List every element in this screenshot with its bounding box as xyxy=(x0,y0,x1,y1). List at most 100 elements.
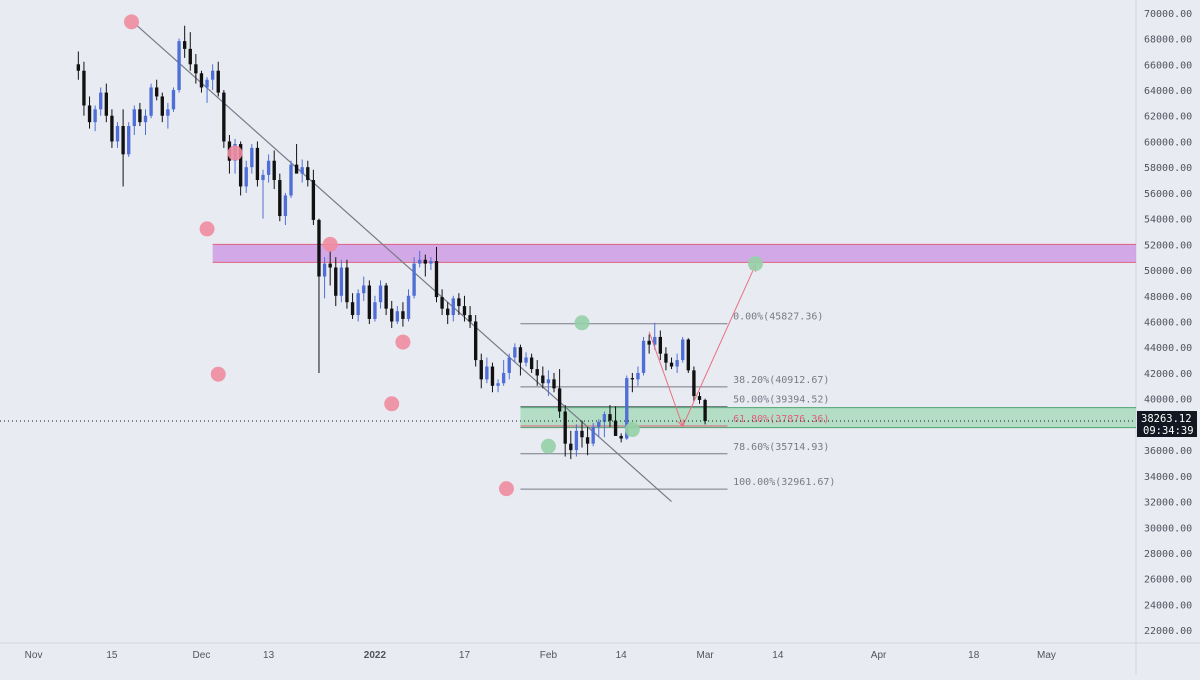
price-tick-label: 46000.00 xyxy=(1144,318,1192,329)
time-tick-label: Dec xyxy=(193,650,211,661)
price-tick-label: 68000.00 xyxy=(1144,35,1192,46)
pivot-marker xyxy=(210,366,226,382)
candle xyxy=(569,430,573,460)
price-tick-label: 36000.00 xyxy=(1144,446,1192,457)
time-axis[interactable]: Nov 15 Dec 13 2022 17 Feb 14 Mar 14 Apr 18 May xyxy=(25,650,1056,661)
candle xyxy=(658,330,663,361)
candle xyxy=(636,366,640,386)
price-tick-label: 58000.00 xyxy=(1144,163,1192,174)
candle-body xyxy=(334,267,338,296)
time-tick-label: Apr xyxy=(871,650,887,661)
candle-body xyxy=(110,115,114,142)
candle xyxy=(328,250,332,286)
candle xyxy=(585,426,590,456)
time-tick-label: Feb xyxy=(540,650,558,661)
fib-level-label: 38.20%(40912.67) xyxy=(733,375,829,386)
candle xyxy=(434,246,439,303)
price-tick-label: 28000.00 xyxy=(1144,549,1192,560)
candle-body xyxy=(418,259,422,264)
candle-body xyxy=(93,109,97,123)
candle-body xyxy=(524,357,528,363)
candle xyxy=(513,343,517,363)
candle xyxy=(300,159,304,183)
candle xyxy=(278,173,282,222)
candle xyxy=(334,257,338,307)
candle xyxy=(177,38,181,93)
candle xyxy=(597,419,601,438)
candle xyxy=(76,51,81,80)
candle xyxy=(451,295,455,322)
fib-level-label: 61.80%(37876.36) xyxy=(733,414,829,425)
candle-body xyxy=(608,414,612,421)
candle-body xyxy=(546,379,551,384)
pivot-marker xyxy=(498,481,514,497)
candle-body xyxy=(485,366,489,380)
candle-body xyxy=(613,420,618,436)
candle-body xyxy=(328,263,332,268)
candle-body xyxy=(205,79,209,88)
candle-body xyxy=(289,164,293,196)
candle xyxy=(345,259,349,309)
candle-body xyxy=(378,285,383,303)
candle xyxy=(401,302,405,327)
candle xyxy=(272,150,276,190)
time-tick-label: Mar xyxy=(696,650,714,661)
candle xyxy=(591,423,595,447)
candle xyxy=(440,289,444,316)
candle xyxy=(127,122,131,157)
price-tick-label: 30000.00 xyxy=(1144,523,1192,534)
price-tick-label: 54000.00 xyxy=(1144,215,1192,226)
time-tick-label: 13 xyxy=(263,650,275,661)
current-price-label xyxy=(1137,410,1197,437)
candle-body xyxy=(585,437,590,444)
candle-body xyxy=(580,430,584,438)
pivot-marker xyxy=(199,221,215,237)
candle xyxy=(653,322,657,350)
candle xyxy=(99,87,103,116)
candle xyxy=(507,353,511,380)
time-tick-label: 14 xyxy=(772,650,784,661)
candle-body xyxy=(339,267,344,296)
candle-body xyxy=(669,362,674,367)
candle-body xyxy=(283,195,288,217)
candle-body xyxy=(390,308,394,322)
time-tick-label: 15 xyxy=(106,650,118,661)
candle-body xyxy=(681,339,685,361)
pivot-marker xyxy=(574,315,590,331)
candle-body xyxy=(412,263,416,296)
candle xyxy=(210,64,215,91)
candle xyxy=(457,293,461,316)
candle xyxy=(93,105,97,132)
pivot-marker xyxy=(227,145,243,161)
candle xyxy=(294,144,299,174)
candle-body xyxy=(591,426,595,444)
candle-body xyxy=(244,167,248,187)
candle-body xyxy=(647,340,651,345)
candle-body xyxy=(434,261,439,298)
fib-level-label: 50.00%(39394.52) xyxy=(733,394,829,405)
candle-body xyxy=(143,115,148,123)
candle xyxy=(138,102,142,127)
candle xyxy=(149,83,153,119)
candle xyxy=(87,96,92,129)
candle-body xyxy=(501,372,506,384)
price-tick-label: 34000.00 xyxy=(1144,472,1192,483)
candle-body xyxy=(278,180,282,217)
candle xyxy=(423,254,427,277)
candle-body xyxy=(440,297,444,309)
candle xyxy=(132,105,136,136)
candle xyxy=(669,357,674,370)
candle-body xyxy=(507,357,511,373)
candle xyxy=(306,160,310,187)
candle-body xyxy=(479,360,483,380)
candle xyxy=(261,169,265,219)
candle-body xyxy=(462,306,467,316)
candle-body xyxy=(630,378,635,380)
candle xyxy=(160,92,164,123)
candle xyxy=(367,280,372,325)
price-axis[interactable]: 22000.00 24000.00 26000.00 28000.00 30000.00… xyxy=(1144,9,1192,637)
candle-body xyxy=(457,298,461,307)
